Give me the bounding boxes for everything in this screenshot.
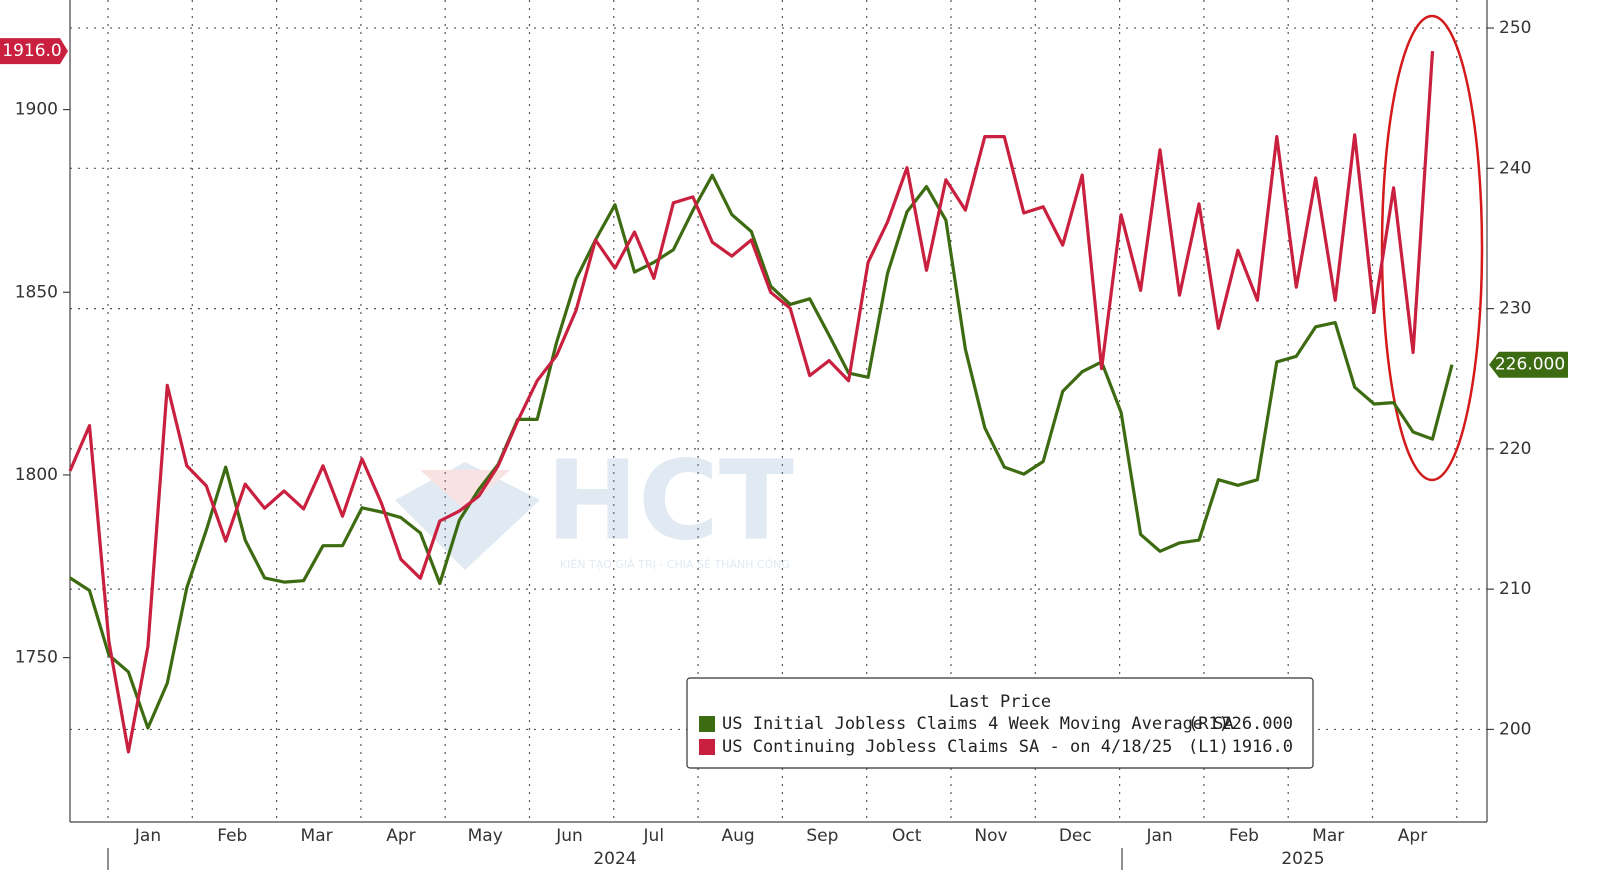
legend: Last Price US Initial Jobless Claims 4 W…	[686, 677, 1314, 769]
y-tick-label: 1750	[15, 648, 58, 668]
legend-label: US Continuing Jobless Claims SA - on 4/1…	[722, 737, 1172, 757]
y2-tick-label: 210	[1499, 579, 1531, 599]
year-label: 2025	[1281, 849, 1324, 869]
last-price-badge	[1489, 351, 1568, 378]
grid	[70, 0, 1487, 822]
y2-tick-label: 230	[1499, 299, 1531, 319]
last-price-badge	[0, 38, 68, 65]
series-line	[68, 50, 1435, 754]
x-tick-label: Apr	[1398, 826, 1427, 846]
legend-value: 226.000	[1221, 714, 1293, 734]
last-price-label: 1916.0	[2, 41, 61, 61]
watermark-sub: KIẾN TẠO GIÁ TRỊ - CHIA SẺ THÀNH CÔNG	[560, 557, 790, 571]
highlight-ellipse	[1380, 14, 1484, 482]
x-tick-label: Mar	[301, 826, 333, 846]
x-tick-label: Dec	[1059, 826, 1092, 846]
series-line	[69, 173, 1454, 730]
legend-label: US Initial Jobless Claims 4 Week Moving …	[722, 714, 1234, 734]
y2-tick-label: 200	[1499, 719, 1531, 739]
y-tick-label: 1850	[15, 282, 58, 302]
y2-tick-label: 250	[1499, 18, 1531, 38]
x-tick-label: Jan	[134, 826, 161, 846]
x-tick-label: Mar	[1312, 826, 1344, 846]
watermark-text: HCT	[546, 436, 794, 564]
watermark-logo	[395, 462, 540, 570]
legend-swatch	[699, 739, 715, 755]
legend-box	[686, 677, 1314, 769]
legend-axis: (R1)	[1188, 714, 1229, 734]
x-tick-label: Oct	[892, 826, 922, 846]
y2-tick-label: 220	[1499, 439, 1531, 459]
x-tick-label: Feb	[1229, 826, 1259, 846]
x-tick-label: Sep	[806, 826, 838, 846]
y-tick-label: 1800	[15, 465, 58, 485]
y-tick-label: 1900	[15, 100, 58, 120]
x-tick-label: Apr	[386, 826, 415, 846]
y2-tick-label: 240	[1499, 158, 1531, 178]
x-tick-label: May	[468, 826, 503, 846]
x-tick-label: Jul	[643, 826, 665, 846]
legend-swatch	[699, 716, 715, 732]
x-tick-label: Jan	[1145, 826, 1172, 846]
x-tick-label: Feb	[217, 826, 247, 846]
last-price-label: 226.000	[1495, 355, 1565, 375]
watermark: HCT KIẾN TẠO GIÁ TRỊ - CHIA SẺ THÀNH CÔN…	[395, 436, 794, 571]
legend-value: 1916.0	[1232, 737, 1293, 757]
x-tick-label: Aug	[721, 826, 754, 846]
legend-title: Last Price	[949, 692, 1051, 712]
legend-axis: (L1)	[1188, 737, 1229, 757]
year-label: 2024	[593, 849, 636, 869]
x-tick-label: Nov	[974, 826, 1007, 846]
x-tick-label: Jun	[555, 826, 583, 846]
